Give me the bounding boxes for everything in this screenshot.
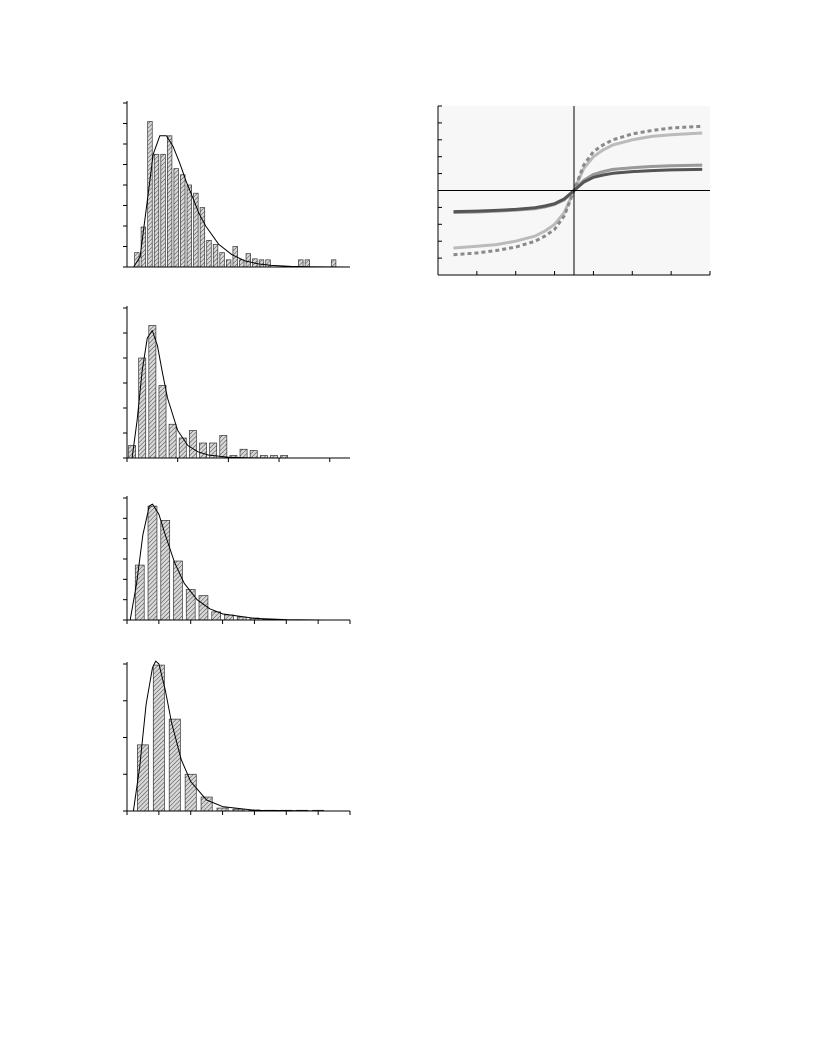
bar xyxy=(152,664,165,812)
bar xyxy=(219,435,228,459)
bar xyxy=(147,505,158,621)
series-line xyxy=(132,660,322,812)
bar xyxy=(298,259,304,268)
series-line xyxy=(129,503,325,621)
bar xyxy=(186,184,192,268)
bar xyxy=(245,253,251,268)
bar xyxy=(200,796,213,812)
bar xyxy=(168,423,177,459)
bar xyxy=(199,442,207,459)
series-line xyxy=(131,330,280,459)
bar xyxy=(148,325,157,459)
bar xyxy=(219,252,225,268)
bar xyxy=(158,385,167,459)
bar xyxy=(153,153,160,268)
bar xyxy=(188,430,197,459)
bar xyxy=(173,168,179,268)
bar xyxy=(184,773,197,812)
bar xyxy=(304,259,311,268)
bar xyxy=(265,259,271,268)
bar xyxy=(226,259,232,268)
bar xyxy=(160,153,166,268)
bar xyxy=(180,174,186,268)
bar xyxy=(258,259,265,268)
bar xyxy=(137,744,149,812)
bar xyxy=(134,564,145,621)
bar xyxy=(249,450,258,459)
bar xyxy=(185,589,196,621)
bar xyxy=(212,244,219,268)
bar xyxy=(168,718,181,812)
bar xyxy=(239,448,248,459)
bar xyxy=(198,595,209,621)
bar xyxy=(239,259,245,268)
bar xyxy=(206,240,212,268)
bar xyxy=(330,259,337,268)
series-line xyxy=(133,135,351,268)
bar xyxy=(166,135,173,268)
